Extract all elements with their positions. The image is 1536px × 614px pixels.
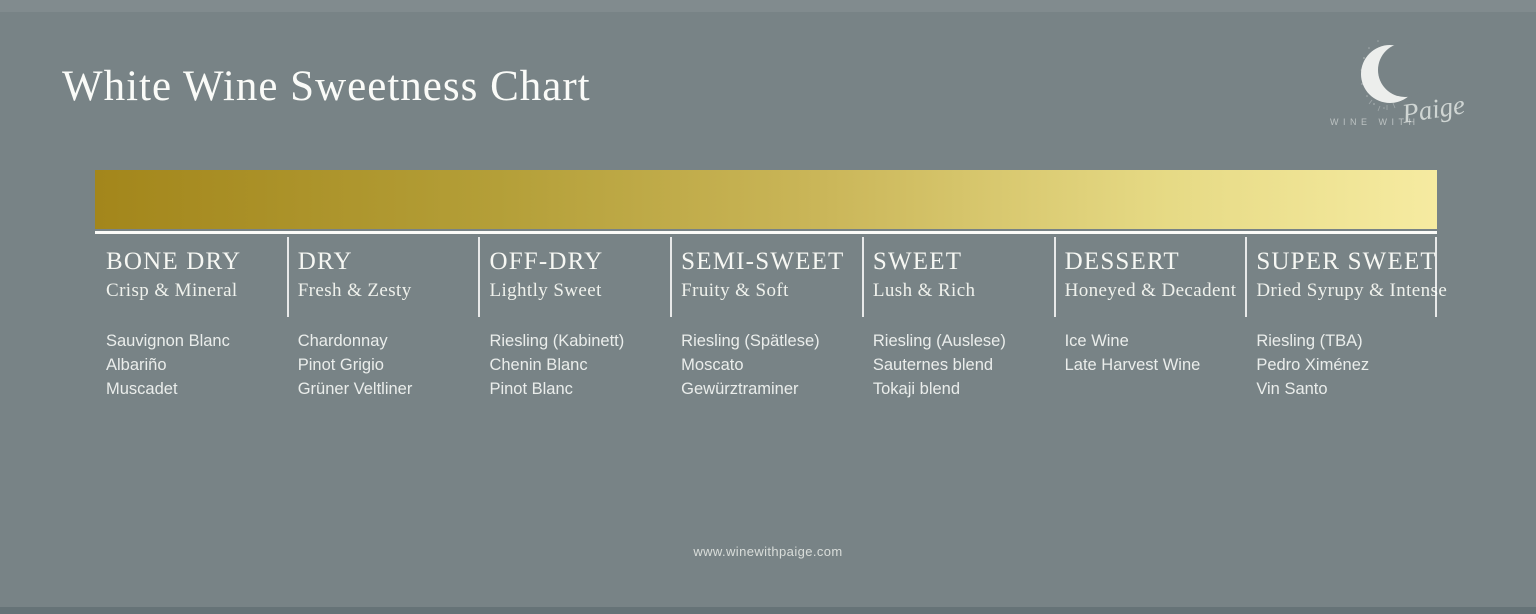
- wine-item: Ice Wine: [1064, 332, 1129, 351]
- wine-item: Riesling (Auslese): [872, 332, 1006, 351]
- wine-item: Pedro Ximénez: [1256, 356, 1370, 375]
- wine-item: Sauvignon Blanc: [106, 332, 230, 351]
- category-column: BONE DRY Crisp & Mineral Sauvignon Blanc…: [95, 236, 287, 401]
- brand-logo: WINE WITH Paige: [1316, 32, 1496, 152]
- category-descriptor: Fresh & Zesty: [297, 280, 412, 302]
- top-edge-strip: [0, 0, 1536, 12]
- column-divider: [478, 237, 481, 317]
- bar-underline: [95, 231, 1437, 234]
- category-descriptor: Fruity & Soft: [681, 280, 789, 302]
- column-divider: [1053, 237, 1056, 317]
- wine-item: Albariño: [106, 356, 167, 375]
- wine-item: Riesling (Spätlese): [681, 332, 820, 351]
- category-descriptor: Honeyed & Decadent: [1064, 280, 1237, 302]
- column-divider: [861, 237, 864, 317]
- wine-item: Chenin Blanc: [489, 356, 588, 375]
- brand-wordmark: WINE WITH: [1330, 117, 1420, 127]
- footer-url: www.winewithpaige.com: [693, 544, 843, 559]
- category-column: DESSERT Honeyed & Decadent Ice Wine Late …: [1053, 236, 1246, 401]
- wine-item: Moscato: [681, 356, 744, 375]
- crescent-moon-icon: [1360, 40, 1424, 112]
- categories-row: BONE DRY Crisp & Mineral Sauvignon Blanc…: [95, 236, 1448, 401]
- wine-item: Pinot Blanc: [489, 380, 573, 399]
- wine-item: Riesling (TBA): [1256, 332, 1363, 351]
- category-label: DRY: [297, 248, 353, 275]
- wine-item: Late Harvest Wine: [1064, 356, 1201, 375]
- category-column: OFF-DRY Lightly Sweet Riesling (Kabinett…: [478, 236, 670, 401]
- wine-item: Muscadet: [106, 380, 178, 399]
- category-label: SUPER SWEET: [1256, 248, 1437, 275]
- column-divider: [1435, 237, 1437, 317]
- wine-item: Grüner Veltliner: [297, 380, 413, 399]
- column-divider: [286, 237, 289, 317]
- category-column: DRY Fresh & Zesty Chardonnay Pinot Grigio…: [286, 236, 479, 401]
- category-descriptor: Lightly Sweet: [489, 280, 602, 302]
- wine-item: Gewürztraminer: [681, 380, 799, 399]
- bottom-edge-strip: [0, 607, 1536, 614]
- page-title: White Wine Sweetness Chart: [62, 63, 591, 110]
- category-descriptor: Lush & Rich: [872, 280, 976, 302]
- category-column: SWEET Lush & Rich Riesling (Auslese) Saut…: [861, 236, 1054, 401]
- category-descriptor: Crisp & Mineral: [106, 280, 238, 302]
- wine-item: Sauternes blend: [872, 356, 994, 375]
- column-divider: [670, 237, 673, 317]
- wine-list: Ice Wine Late Harvest Wine: [1065, 329, 1242, 377]
- wine-item: Riesling (Kabinett): [489, 332, 625, 351]
- wine-item: Pinot Grigio: [297, 356, 384, 375]
- wine-list: Riesling (TBA) Pedro Ximénez Vin Santo: [1256, 329, 1433, 401]
- category-column: SUPER SWEET Dried Syrupy & Intense Riesl…: [1245, 236, 1448, 401]
- category-label: OFF-DRY: [489, 248, 604, 275]
- wine-list: Riesling (Kabinett) Chenin Blanc Pinot Bla…: [489, 329, 666, 401]
- category-column: SEMI-SWEET Fruity & Soft Riesling (Spätl…: [670, 236, 862, 401]
- category-label: BONE DRY: [106, 248, 242, 275]
- wine-list: Sauvignon Blanc Albariño Muscadet: [106, 329, 283, 401]
- wine-list: Riesling (Spätlese) Moscato Gewürztraminer: [681, 329, 858, 401]
- category-label: DESSERT: [1064, 248, 1180, 275]
- column-divider: [1245, 237, 1248, 317]
- wine-list: Chardonnay Pinot Grigio Grüner Veltliner: [298, 329, 475, 401]
- category-label: SWEET: [872, 248, 963, 275]
- category-label: SEMI-SWEET: [681, 248, 845, 275]
- sweetness-gradient-bar: [95, 170, 1437, 229]
- wine-list: Riesling (Auslese) Sauternes blend Tokaji …: [873, 329, 1050, 401]
- wine-item: Vin Santo: [1256, 380, 1328, 399]
- wine-item: Tokaji blend: [872, 380, 961, 399]
- category-descriptor: Dried Syrupy & Intense: [1256, 280, 1448, 302]
- wine-item: Chardonnay: [297, 332, 388, 351]
